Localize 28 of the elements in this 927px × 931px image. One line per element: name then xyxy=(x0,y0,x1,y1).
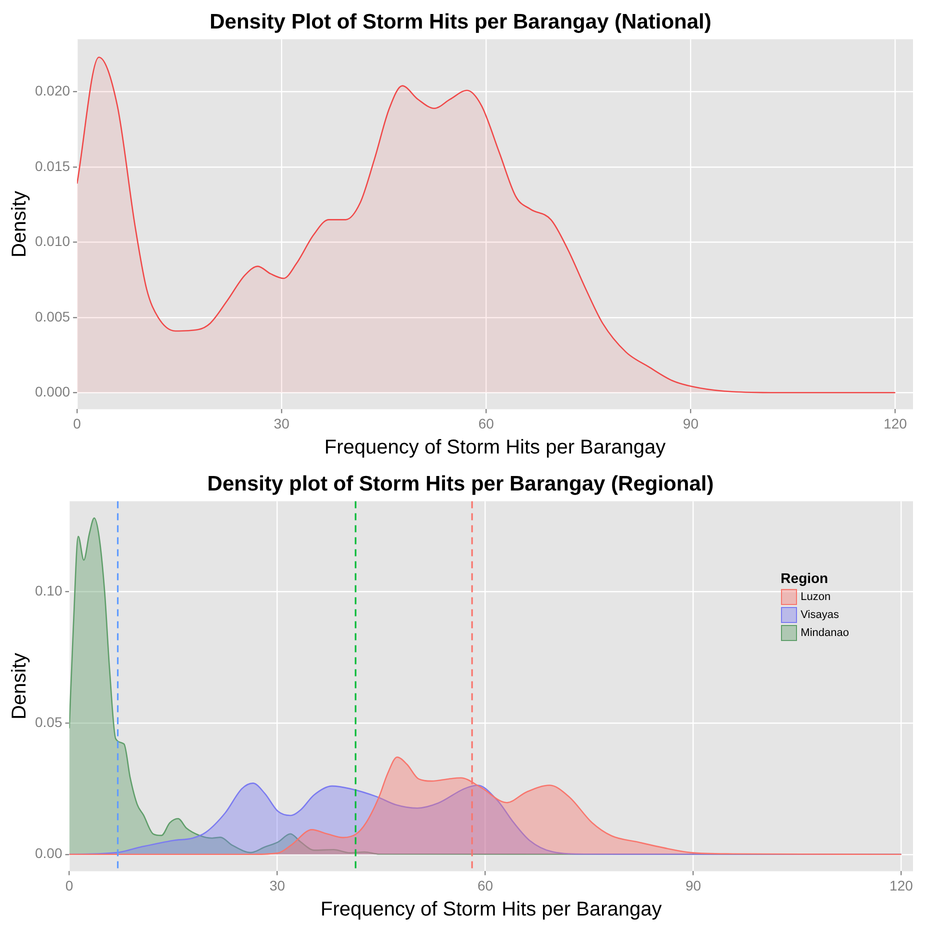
y-tick-label: 0.000 xyxy=(34,384,70,400)
x-tick-label: 120 xyxy=(884,415,908,432)
y-tick-label: 0.015 xyxy=(34,158,70,174)
y-tick-label: 0.005 xyxy=(34,308,70,324)
x-tick-label: 30 xyxy=(274,415,290,432)
legend-label: Luzon xyxy=(800,591,831,603)
legend-label: Mindanao xyxy=(800,627,849,639)
y-tick-label: 0.05 xyxy=(35,714,62,730)
y-tick-label: 0.020 xyxy=(34,82,70,99)
chart-title: Density Plot of Storm Hits per Barangay (National) xyxy=(210,10,712,34)
x-tick-label: 60 xyxy=(478,415,494,432)
legend-title: Region xyxy=(780,570,830,586)
chart-title: Density plot of Storm Hits per Barangay (Regional) xyxy=(207,472,714,496)
y-axis-title: Density xyxy=(8,652,31,720)
x-tick-label: 120 xyxy=(890,877,914,894)
x-tick-label: 0 xyxy=(65,877,74,894)
x-tick-label: 90 xyxy=(682,415,699,432)
x-axis-title: Frequency of Storm Hits per Barangay xyxy=(320,898,662,921)
y-tick-label: 0.00 xyxy=(35,845,62,862)
y-axis-title: Density xyxy=(8,190,31,258)
x-axis-title: Frequency of Storm Hits per Barangay xyxy=(324,436,666,459)
x-tick-label: 60 xyxy=(477,877,494,894)
y-tick-label: 0.010 xyxy=(34,233,70,250)
y-tick-label: 0.10 xyxy=(35,582,62,598)
x-tick-label: 0 xyxy=(73,415,82,432)
x-tick-label: 30 xyxy=(269,877,286,894)
x-tick-label: 90 xyxy=(685,877,702,894)
legend-label: Visayas xyxy=(800,609,839,621)
